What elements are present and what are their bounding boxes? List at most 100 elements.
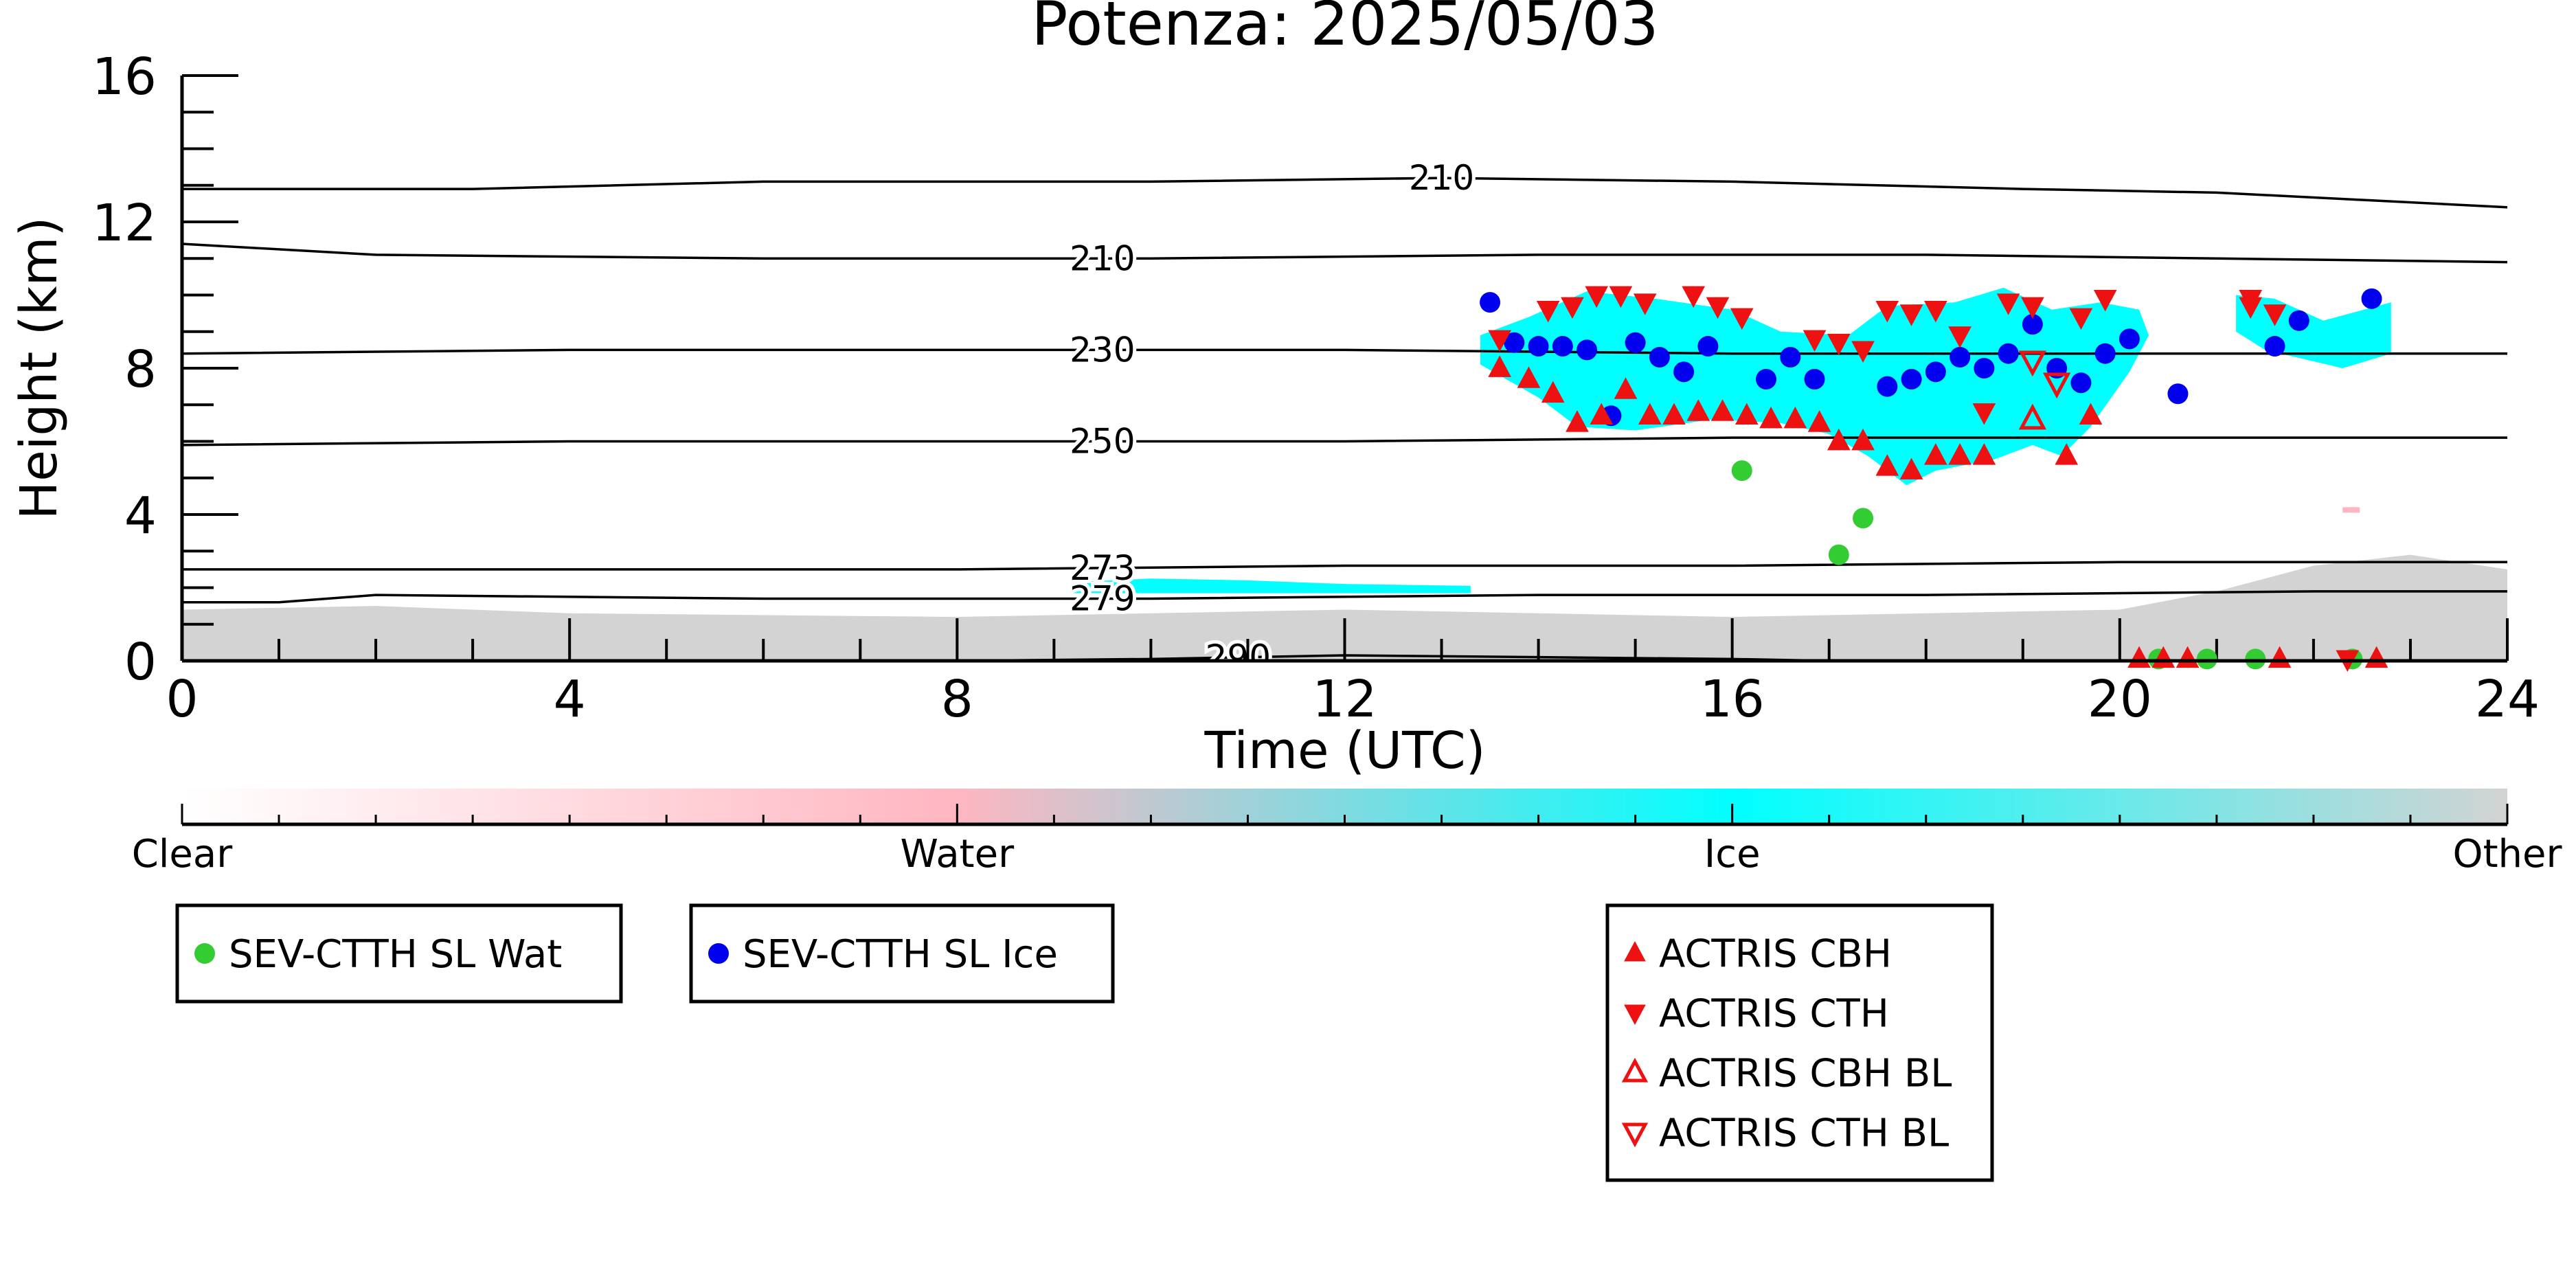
y-tick-label: 8 [124,340,157,399]
data-point-actris-cbh [1948,443,1971,465]
data-point-actris-cth [1803,330,1827,352]
data-point-actris-cbh [1590,403,1614,425]
data-point-actris-cbh [1827,428,1851,451]
data-point-actris-cbh [1686,399,1710,421]
data-point-actris-cth [1972,403,1996,425]
data-point-sev-ctth-sl-ice [1528,336,1549,357]
data-point-actris-cth [1851,341,1875,363]
data-point-sev-ctth-sl-ice [1480,292,1501,313]
data-point-actris-cbh [1924,443,1947,465]
contour-label: 210 [1070,238,1135,278]
legend-frame [175,903,623,1004]
data-point-sev-ctth-sl-ice [2070,372,2092,394]
legend-marker-actris-cth-bl [1621,1122,1649,1148]
contour-line-250 [182,436,2507,447]
mask-other-region [182,554,2507,661]
data-point-sev-ctth-sl-ice [1552,336,1573,357]
data-point-sev-ctth-sl-ice [2119,328,2140,350]
data-point-sev-ctth-sl-ice [1780,347,1801,368]
chart-title: Potenza: 2025/05/03 [1031,0,1658,59]
data-point-actris-cth [1948,326,1971,348]
x-tick-label: 0 [166,670,198,729]
data-point-sev-ctth-sl-ice [1925,361,1946,383]
contour-line-273 [182,561,2507,571]
data-point-actris-cth [1682,286,1706,308]
legend-label-sev-ctth-sl-wat: SEV-CTTH SL Wat [229,932,562,977]
data-point-actris-cth [1633,293,1657,315]
data-point-actris-cbh [1566,410,1589,432]
colorbar-label-other: Other [2452,832,2562,877]
data-point-actris-cbh [1783,406,1807,429]
data-point-sev-ctth-sl-ice [2022,314,2043,335]
legend-marker-sev-ctth-sl-ice [708,943,729,964]
data-point-actris-cth [1585,286,1609,308]
data-point-actris-cth [1706,297,1730,319]
data-point-sev-ctth-sl-ice [2094,343,2116,364]
x-tick-label: 4 [554,670,586,729]
data-point-sev-ctth-sl-ice [1625,332,1646,353]
contour-label: 250 [1070,422,1135,462]
data-point-actris-cbh [1614,377,1638,399]
data-point-sev-ctth-sl-wat [1853,508,1874,529]
data-point-actris-cth [1609,286,1633,308]
data-point-actris-cth [1875,300,1899,323]
x-tick-label: 20 [2088,670,2152,729]
data-point-sev-ctth-sl-wat [1828,544,1849,565]
data-point-actris-cth-bl [2018,350,2047,377]
data-point-actris-cbh-bl [2018,403,2047,430]
data-point-actris-cth [1561,297,1584,319]
data-point-sev-ctth-sl-ice [1504,332,1525,353]
x-tick-label: 8 [941,670,973,729]
mask-ice-low-layer [1073,578,1471,594]
mask-water-fragment [2342,507,2360,513]
contour-line-210 [182,177,2507,209]
y-tick-label: 16 [92,47,157,106]
data-point-sev-ctth-sl-ice [1697,336,1719,357]
data-point-actris-cbh [1759,406,1783,429]
data-point-actris-cth [2263,304,2287,326]
data-point-actris-cbh [1735,403,1759,425]
data-point-actris-cth [1899,304,1923,326]
series-sev-ctth-sl-ice [1480,288,2382,427]
data-point-actris-cbh [2055,443,2079,465]
data-point-actris-cbh [1851,428,1875,451]
data-point-actris-cbh [1899,457,1923,479]
y-axis-label: Height (km) [10,217,69,520]
data-point-actris-cth [1996,293,2020,315]
data-point-sev-ctth-sl-wat [1731,460,1752,482]
data-point-sev-ctth-sl-ice [2264,336,2285,357]
series-actris-cth-bl [2018,350,2071,399]
data-point-actris-cth [2021,297,2044,319]
contour-label: 210 [1409,158,1474,198]
legend-marker-actris-cbh-bl [1621,1057,1649,1083]
data-point-actris-cth-bl [2042,372,2071,399]
data-point-sev-ctth-sl-ice [2288,310,2309,331]
series-actris-cth [1488,286,2360,672]
data-point-sev-ctth-sl-wat [2196,648,2217,670]
colorbar-label-clear: Clear [132,832,233,877]
legend-label-actris-cbh-bl: ACTRIS CBH BL [1659,1052,1952,1096]
y-tick-label: 12 [92,194,157,253]
data-point-sev-ctth-sl-ice [2167,383,2189,405]
x-tick-label: 16 [1700,670,1765,729]
colorbar-label-ice: Ice [1704,832,1761,877]
contour-label: 279 [1070,578,1135,618]
data-point-sev-ctth-sl-ice [1998,343,2019,364]
data-point-actris-cth [2093,290,2117,312]
x-axis-label: Time (UTC) [1204,721,1485,780]
y-tick-label: 4 [124,486,157,545]
y-tick-label: 0 [124,633,157,692]
legend-label-sev-ctth-sl-ice: SEV-CTTH SL Ice [743,932,1058,977]
data-point-actris-cbh [1972,443,1996,465]
data-point-sev-ctth-sl-wat [2245,648,2266,670]
data-point-sev-ctth-sl-ice [1673,361,1695,383]
data-point-actris-cbh [1517,366,1541,388]
series-actris-cbh [1488,355,2388,668]
data-point-actris-cbh [1710,399,1735,421]
data-point-actris-cth [1827,333,1851,356]
data-point-sev-ctth-sl-ice [1756,368,1777,389]
contour-line-279 [182,590,2507,604]
data-point-actris-cbh [1875,454,1899,476]
